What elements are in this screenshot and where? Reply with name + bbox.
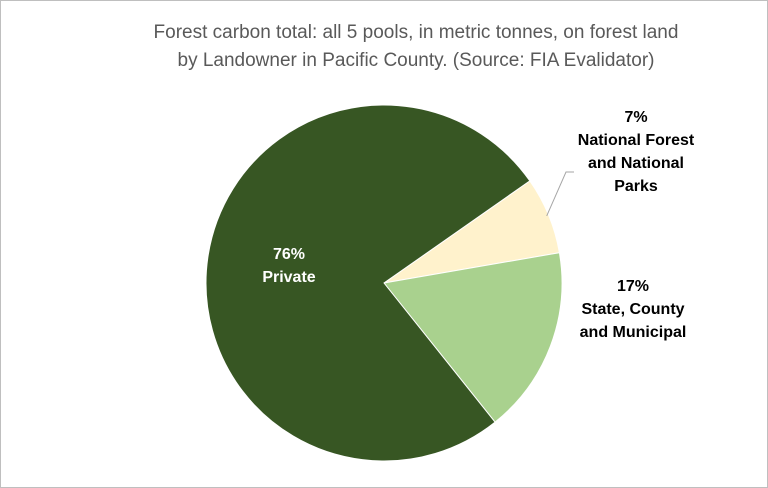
- data-label-percent: 76%: [273, 246, 305, 263]
- data-label-0: 7% National Forest and National Parks: [578, 109, 695, 195]
- data-labels: 7% National Forest and National Parks 17% Sta…: [262, 109, 695, 341]
- chart-title: Forest carbon total: all 5 pools, in met…: [101, 19, 731, 75]
- chart-title-line-2: by Landowner in Pacific County. (Source:…: [177, 50, 655, 71]
- data-label-percent: 7%: [624, 109, 647, 126]
- data-label-category: State, County: [581, 301, 684, 318]
- data-label-category: and National: [588, 155, 684, 172]
- data-label-category: and Municipal: [580, 324, 687, 341]
- pie-slices: [205, 104, 563, 462]
- pie-slice-1: [383, 252, 563, 423]
- data-label-1: 17% State, County and Municipal: [580, 278, 687, 341]
- leader-line-0: [546, 171, 574, 217]
- pie-slice-2: [205, 104, 531, 462]
- data-label-category: Parks: [614, 178, 658, 195]
- data-label-2: 76% Private: [262, 246, 315, 286]
- data-label-category: National Forest: [578, 132, 695, 149]
- chart-title-line-1: Forest carbon total: all 5 pools, in met…: [153, 22, 679, 43]
- leader-lines: [546, 171, 574, 217]
- data-label-category: Private: [262, 269, 315, 286]
- data-label-percent: 17%: [617, 278, 649, 295]
